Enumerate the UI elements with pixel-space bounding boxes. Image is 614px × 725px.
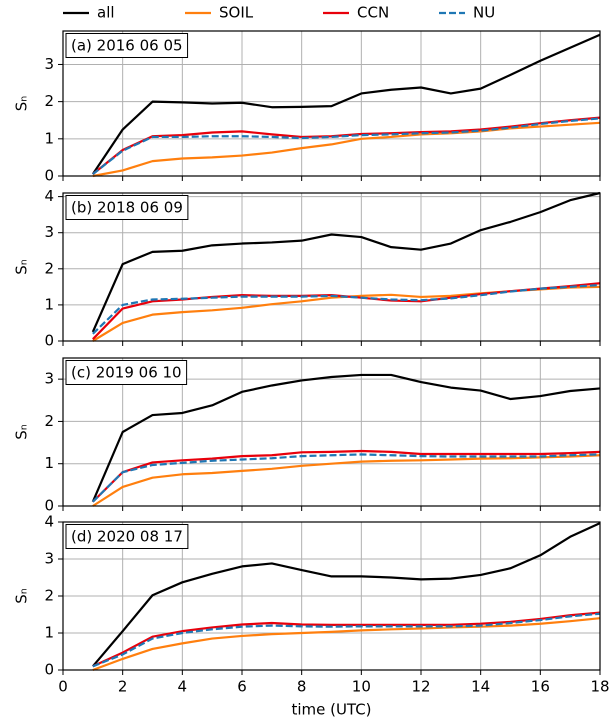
data-line bbox=[92, 617, 601, 672]
x-tick-label: 10 bbox=[352, 678, 371, 696]
y-tick-label: 2 bbox=[44, 412, 54, 430]
y-tick-label: 0 bbox=[44, 661, 54, 679]
legend-label: NU bbox=[473, 4, 495, 22]
x-tick-label: 8 bbox=[297, 678, 307, 696]
y-tick-label: 1 bbox=[44, 295, 54, 313]
y-tick-label: 1 bbox=[44, 624, 54, 642]
data-line bbox=[92, 117, 601, 176]
y-tick-label: 3 bbox=[44, 550, 54, 568]
y-tick-label: 4 bbox=[44, 187, 54, 205]
data-line bbox=[92, 453, 601, 503]
y-axis-label: Sₙ bbox=[13, 424, 31, 440]
y-tick-label: 4 bbox=[44, 513, 54, 531]
legend-label: CCN bbox=[357, 4, 389, 22]
y-tick-label: 2 bbox=[44, 587, 54, 605]
data-line bbox=[92, 612, 601, 668]
panel-title: (b) 2018 06 09 bbox=[71, 199, 183, 217]
y-tick-label: 3 bbox=[44, 223, 54, 241]
data-line bbox=[92, 611, 601, 668]
data-line bbox=[91, 191, 601, 333]
x-tick-label: 0 bbox=[58, 678, 68, 696]
y-tick-label: 0 bbox=[44, 167, 54, 185]
plot-frame bbox=[62, 521, 601, 671]
y-axis-label: Sₙ bbox=[13, 96, 31, 112]
y-tick-label: 3 bbox=[44, 55, 54, 73]
x-tick-label: 12 bbox=[411, 678, 430, 696]
plot-frame bbox=[62, 357, 601, 507]
data-line bbox=[92, 449, 601, 503]
panel-title-box bbox=[65, 524, 189, 549]
panel-title-box bbox=[65, 195, 189, 220]
panel-title: (a) 2016 06 05 bbox=[71, 37, 183, 55]
x-tick-label: 2 bbox=[118, 678, 128, 696]
y-axis-label: Sₙ bbox=[13, 588, 31, 604]
data-line bbox=[92, 283, 601, 335]
x-tick-label: 16 bbox=[531, 678, 550, 696]
data-line bbox=[92, 121, 601, 178]
data-line bbox=[91, 522, 601, 668]
panel-title-box bbox=[65, 33, 189, 58]
y-tick-label: 1 bbox=[44, 129, 54, 147]
x-tick-label: 14 bbox=[471, 678, 490, 696]
data-line bbox=[91, 33, 601, 175]
data-line bbox=[92, 285, 601, 342]
plot-frame bbox=[62, 30, 601, 177]
panel-title-box bbox=[65, 360, 188, 385]
x-tick-label: 4 bbox=[178, 678, 188, 696]
x-tick-label: 18 bbox=[590, 678, 609, 696]
x-tick-label: 6 bbox=[237, 678, 247, 696]
y-axis-label: Sₙ bbox=[13, 259, 31, 275]
y-tick-label: 2 bbox=[44, 92, 54, 110]
y-tick-label: 3 bbox=[44, 370, 54, 388]
plot-frame bbox=[62, 192, 601, 342]
y-tick-label: 0 bbox=[44, 497, 54, 515]
y-tick-label: 2 bbox=[44, 259, 54, 277]
data-line bbox=[92, 454, 601, 507]
data-line bbox=[91, 373, 601, 503]
legend-label: all bbox=[97, 4, 115, 22]
x-axis-label: time (UTC) bbox=[291, 701, 371, 719]
data-line bbox=[92, 282, 601, 340]
panel-title: (d) 2020 08 17 bbox=[71, 528, 183, 546]
y-tick-label: 1 bbox=[44, 454, 54, 472]
panel-title: (c) 2019 06 10 bbox=[71, 364, 182, 382]
legend-label: SOIL bbox=[219, 4, 254, 22]
y-tick-label: 0 bbox=[44, 332, 54, 350]
